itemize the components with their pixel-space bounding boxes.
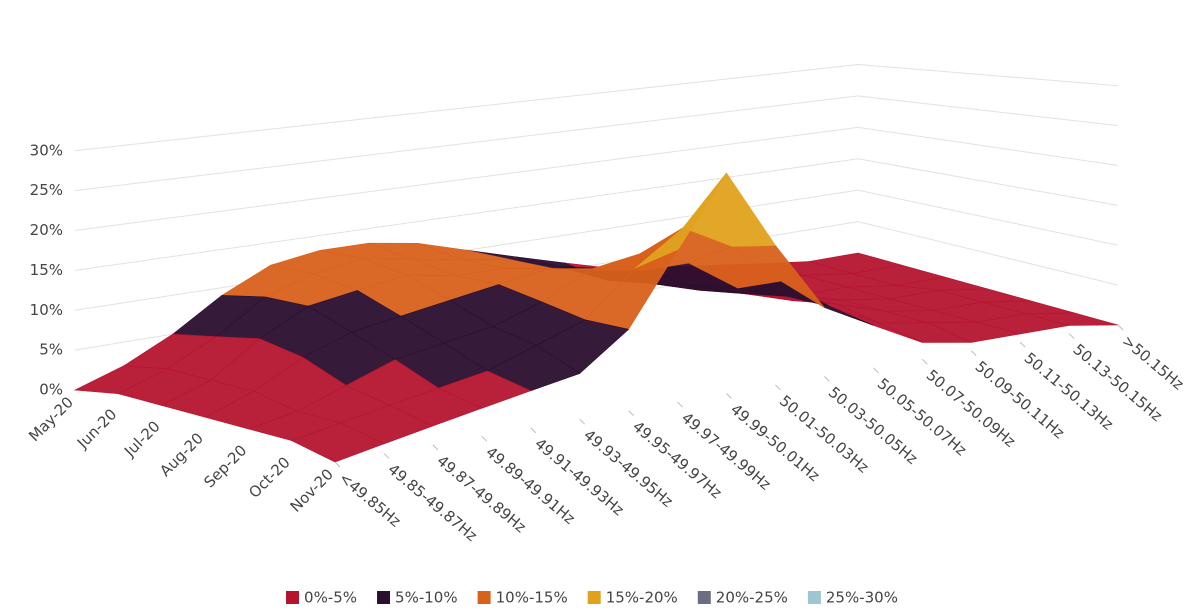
depth-tick-label: May-20 <box>25 393 77 445</box>
legend-label: 15%-20% <box>606 589 678 607</box>
grid-line <box>74 126 1119 231</box>
x-tick <box>1068 333 1075 339</box>
y-tick-label: 30% <box>30 141 63 159</box>
y-tick-label: 25% <box>30 181 63 199</box>
depth-tick-label: Jun-20 <box>73 405 120 452</box>
x-tick <box>970 350 977 357</box>
legend-swatch <box>477 591 491 604</box>
y-tick-label: 0% <box>39 381 63 399</box>
x-tick <box>775 384 781 391</box>
legend-label: 5%-10% <box>395 589 458 607</box>
legend-label: 0%-5% <box>304 589 357 607</box>
legend-label: 10%-15% <box>496 589 568 607</box>
x-tick <box>628 410 634 416</box>
grid-line <box>74 63 1119 152</box>
x-tick <box>383 453 390 459</box>
depth-tick-label: Nov-20 <box>287 465 337 515</box>
x-tick <box>432 444 439 451</box>
x-tick <box>1019 341 1026 348</box>
legend-swatch <box>587 591 601 604</box>
x-tick <box>530 427 537 434</box>
x-tick <box>921 358 928 365</box>
legend-swatch <box>697 591 711 604</box>
depth-tick-label: Jul-20 <box>120 417 164 461</box>
legend-label: 25%-30% <box>826 589 898 607</box>
grid-line <box>74 95 1119 192</box>
x-tick <box>726 393 732 399</box>
x-tick <box>334 461 341 468</box>
x-tick <box>579 418 586 425</box>
depth-tick-label: Sep-20 <box>200 441 250 491</box>
depth-tick-label: Oct-20 <box>245 453 293 501</box>
legend-label: 20%-25% <box>716 589 788 607</box>
y-tick-label: 5% <box>39 341 63 359</box>
x-tick <box>677 401 683 408</box>
x-tick <box>824 376 830 382</box>
depth-tick-label: Aug-20 <box>156 429 207 480</box>
x-tick <box>1117 324 1124 331</box>
legend-swatch <box>377 591 391 604</box>
surface-cell <box>290 422 385 463</box>
y-tick-label: 10% <box>30 301 63 319</box>
y-tick-label: 15% <box>30 261 63 279</box>
legend-swatch <box>807 591 821 604</box>
x-tick <box>872 367 879 374</box>
grid-line <box>74 158 1119 271</box>
legend-swatch <box>286 591 300 604</box>
y-tick-label: 20% <box>30 221 63 239</box>
x-tick <box>481 435 488 442</box>
legend: 0%-5% 5%-10% 10%-15% 15%-20% 20%-25% 25%-30% <box>286 589 898 607</box>
